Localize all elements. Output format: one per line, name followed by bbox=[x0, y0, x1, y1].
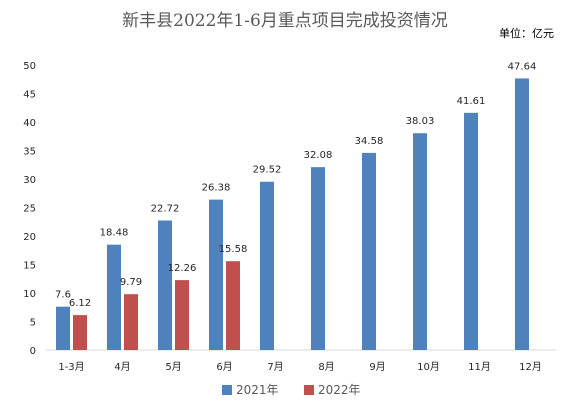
x-tick-label: 12月 bbox=[519, 361, 542, 373]
y-tick-label: 20 bbox=[23, 232, 36, 243]
bar-series1 bbox=[260, 181, 274, 350]
data-label: 12.26 bbox=[168, 263, 197, 274]
bar-series2 bbox=[124, 294, 138, 350]
y-tick-label: 25 bbox=[23, 204, 36, 215]
legend-entry: 2021年 bbox=[236, 383, 279, 397]
bar-series2 bbox=[175, 280, 189, 350]
x-tick-label: 8月 bbox=[318, 361, 334, 373]
unit-label: 单位：亿元 bbox=[499, 27, 554, 40]
data-label: 41.61 bbox=[457, 96, 486, 107]
bar-series1 bbox=[311, 167, 325, 350]
y-tick-label: 40 bbox=[23, 118, 36, 129]
data-label: 15.58 bbox=[219, 244, 248, 255]
bar-series1 bbox=[209, 199, 223, 350]
y-tick-label: 50 bbox=[23, 61, 36, 72]
data-label: 34.58 bbox=[355, 136, 384, 147]
x-tick-label: 1-3月 bbox=[58, 361, 84, 373]
data-label: 9.79 bbox=[120, 277, 142, 288]
bar-series2 bbox=[73, 315, 87, 350]
bar-series1 bbox=[362, 152, 376, 350]
chart-title: 新丰县2022年1-6月重点项目完成投资情况 bbox=[122, 11, 448, 31]
bar-series1 bbox=[158, 220, 172, 350]
x-tick-label: 5月 bbox=[165, 361, 181, 373]
y-tick-label: 15 bbox=[23, 261, 36, 272]
y-tick-label: 45 bbox=[23, 90, 36, 101]
data-label: 22.72 bbox=[151, 203, 180, 214]
bar-series1 bbox=[107, 244, 121, 350]
bar-series1 bbox=[464, 112, 478, 350]
data-label: 29.52 bbox=[253, 165, 282, 176]
data-label: 26.38 bbox=[202, 183, 231, 194]
x-tick-label: 10月 bbox=[417, 361, 440, 373]
data-label: 38.03 bbox=[406, 116, 435, 127]
bar-series1 bbox=[56, 306, 70, 350]
x-tick-label: 11月 bbox=[468, 361, 491, 373]
y-tick-label: 35 bbox=[23, 147, 36, 158]
data-label: 32.08 bbox=[304, 150, 333, 161]
y-tick-label: 10 bbox=[23, 289, 36, 300]
x-tick-label: 4月 bbox=[114, 361, 130, 373]
y-tick-label: 5 bbox=[30, 318, 36, 329]
y-tick-label: 0 bbox=[30, 346, 36, 357]
data-label: 7.6 bbox=[55, 290, 71, 301]
data-label: 18.48 bbox=[100, 228, 129, 239]
legend-swatch bbox=[304, 385, 314, 395]
legend-entry: 2022年 bbox=[318, 383, 361, 397]
data-label: 6.12 bbox=[69, 298, 91, 309]
x-tick-label: 9月 bbox=[369, 361, 385, 373]
data-label: 47.64 bbox=[508, 61, 537, 72]
y-tick-label: 30 bbox=[23, 175, 36, 186]
x-tick-label: 7月 bbox=[267, 361, 283, 373]
legend-swatch bbox=[222, 385, 232, 395]
bar-series1 bbox=[413, 133, 427, 350]
x-tick-label: 6月 bbox=[216, 361, 232, 373]
bar-series2 bbox=[226, 261, 240, 350]
bar-series1 bbox=[515, 78, 529, 351]
